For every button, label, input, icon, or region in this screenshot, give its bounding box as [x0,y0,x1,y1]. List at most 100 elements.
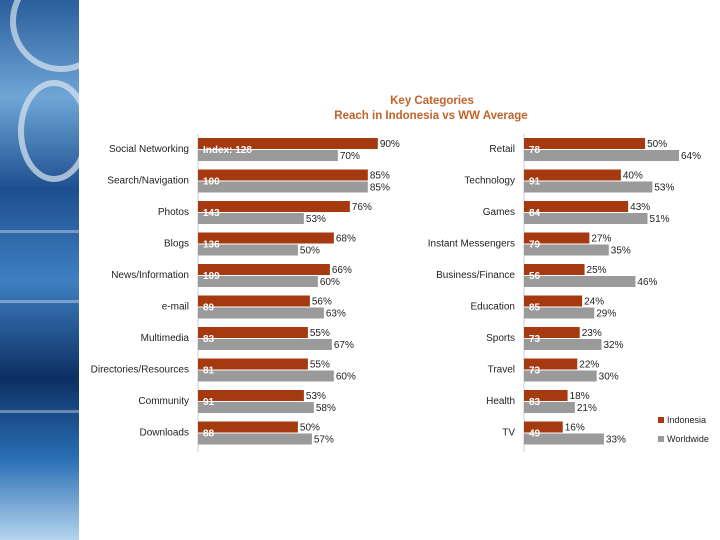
value-label-worldwide: 85% [370,183,390,194]
category-label: Directories/Resources [91,365,189,376]
decorative-streak [0,410,79,413]
value-label-indonesia: 66% [332,265,352,276]
value-label-indonesia: 50% [300,423,320,434]
value-label-indonesia: 55% [310,360,330,371]
value-label-indonesia: 53% [306,391,326,402]
bar-worldwide [524,150,680,161]
category-row: Instant Messengers 79 27%35% [428,232,631,257]
index-label: 85 [529,303,541,314]
bar-indonesia [198,327,308,338]
category-label: Instant Messengers [428,239,515,250]
category-label: Retail [489,144,515,155]
decorative-streak [0,300,79,303]
category-row: Education 85 24%29% [471,295,616,320]
category-row: Travel 73 22%30% [488,358,619,383]
bar-worldwide [524,181,653,193]
bar-indonesia [524,295,583,307]
index-label: 83 [203,334,215,345]
legend-label-indonesia: Indonesia [667,415,706,425]
category-label: Community [138,396,189,407]
value-label-indonesia: 22% [579,360,599,371]
value-label-indonesia: 50% [647,139,667,150]
bar-indonesia [198,358,308,370]
category-label: News/Information [111,270,189,281]
bar-indonesia [524,390,568,401]
bar-worldwide [198,181,368,193]
bar-indonesia [198,232,334,244]
category-label: Games [483,207,515,218]
index-label: 91 [529,177,541,188]
chart-subtitle: Reach in Indonesia vs WW Average [334,110,527,122]
category-row: Social Networking Index: 128 90% 70% [109,138,400,162]
bar-worldwide [198,402,314,413]
category-row: Technology 91 40% 53% [464,169,674,194]
background-image-strip [0,0,79,540]
bar-indonesia [524,201,629,212]
value-label-worldwide: 53% [306,214,326,225]
bar-indonesia [524,138,646,149]
category-label: Education [471,302,515,313]
category-row: News/Information 109 66%60% [111,264,352,288]
index-label: 88 [203,429,215,440]
bar-worldwide [524,244,609,256]
bar-indonesia [198,295,310,307]
value-label-worldwide: 60% [320,277,340,288]
legend-swatch-worldwide [658,436,664,442]
category-row: TV 49 16% 33% [502,421,626,446]
value-label-worldwide: 30% [599,372,619,383]
index-label: 49 [529,429,541,440]
index-label: 100 [203,177,220,188]
category-row: e-mail 89 56%63% [162,295,346,320]
index-label: 136 [203,240,220,251]
category-label: Search/Navigation [107,176,189,187]
bar-worldwide [198,244,298,256]
category-row: Community 91 53%58% [138,390,336,414]
value-label-worldwide: 60% [336,372,356,383]
chart-title: Key Categories [390,95,474,107]
category-row: Multimedia 83 55% 67% [141,327,354,351]
value-label-indonesia: 27% [591,234,611,245]
category-label: Blogs [164,239,189,250]
index-label: 109 [203,271,220,282]
bar-worldwide [524,370,597,382]
value-label-indonesia: 24% [584,297,604,308]
value-label-indonesia: 68% [336,234,356,245]
category-label: TV [502,428,515,439]
bar-worldwide [524,402,575,413]
value-label-indonesia: 18% [570,391,590,402]
category-row: Health 83 18%21% [486,390,597,414]
value-label-worldwide: 67% [334,340,354,351]
index-label: 78 [529,145,541,156]
value-label-indonesia: 76% [352,202,372,213]
bar-worldwide [198,276,318,287]
legend-label-worldwide: Worldwide [667,434,709,444]
bar-indonesia [198,138,378,149]
index-label: 89 [203,303,215,314]
bar-indonesia [198,201,350,212]
category-row: Business/Finance 56 25% 46% [436,264,658,288]
index-label: 73 [529,334,541,345]
category-row: Blogs 136 68% 50% [164,232,356,257]
value-label-indonesia: 90% [380,139,400,150]
left-panel: Social Networking Index: 128 90% 70% Search/… [91,134,400,452]
index-label: 81 [203,366,215,377]
bar-worldwide [524,307,595,319]
value-label-indonesia: 16% [565,423,585,434]
value-label-worldwide: 50% [300,246,320,257]
bar-worldwide [198,370,334,382]
bar-worldwide [198,433,312,445]
value-label-indonesia: 85% [370,171,390,182]
decorative-ring [10,0,79,72]
bar-indonesia [198,390,304,401]
value-label-indonesia: 56% [312,297,332,308]
value-label-worldwide: 53% [654,183,674,194]
value-label-indonesia: 40% [623,171,643,182]
category-label: Downloads [140,428,189,439]
value-label-worldwide: 29% [596,309,616,320]
index-label: 84 [529,208,541,219]
value-label-indonesia: 23% [582,328,602,339]
value-label-worldwide: 51% [650,214,670,225]
bar-indonesia [198,421,298,433]
right-panel: Retail 78 50% 64% Technology 91 40% 53% Games 84 4… [428,134,701,452]
